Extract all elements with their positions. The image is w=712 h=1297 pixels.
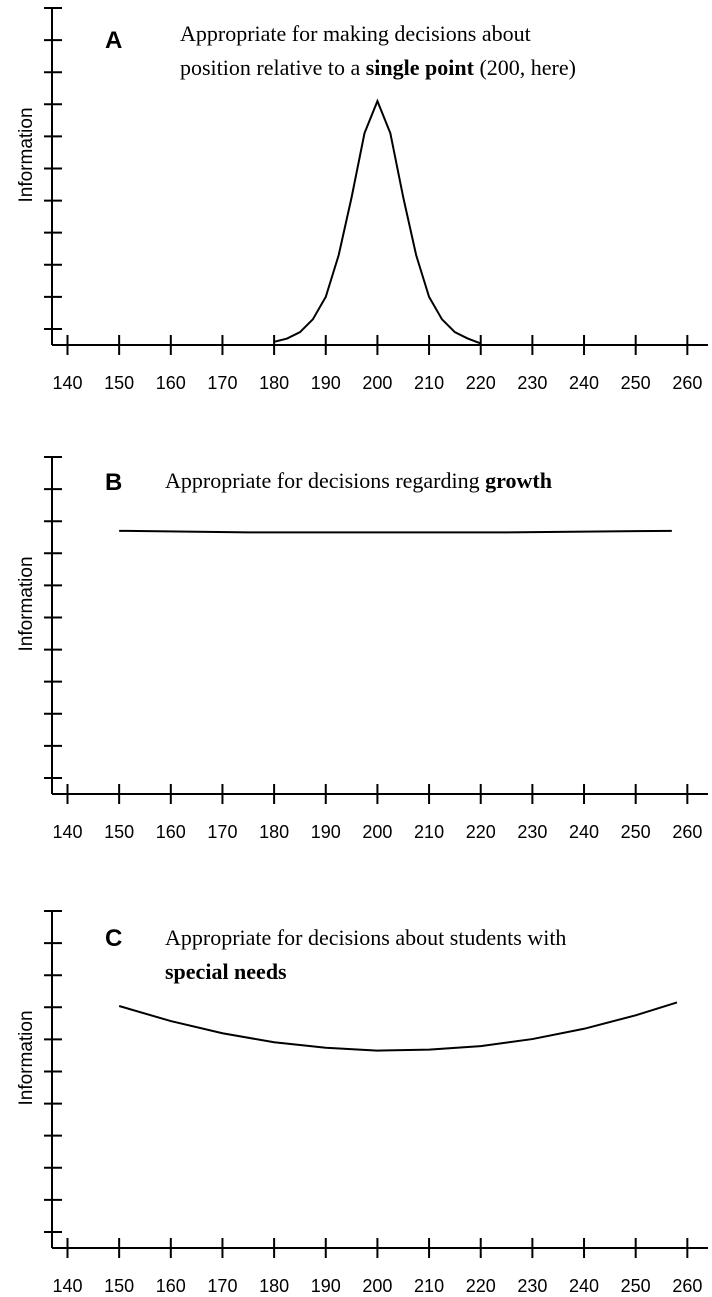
y-axis-label: Information — [16, 556, 37, 651]
x-tick-label: 200 — [362, 822, 392, 842]
x-tick-label: 180 — [259, 373, 289, 393]
panel-label: C — [105, 925, 122, 952]
x-tick-label: 170 — [207, 822, 237, 842]
x-tick-label: 150 — [104, 1276, 134, 1296]
x-tick-label: 210 — [414, 1276, 444, 1296]
x-tick-label: 220 — [466, 1276, 496, 1296]
x-tick-label: 230 — [517, 373, 547, 393]
x-tick-label: 260 — [672, 1276, 702, 1296]
panel-title: special needs — [165, 959, 287, 984]
title-segment: Appropriate for decisions about students… — [165, 925, 566, 950]
x-tick-label: 200 — [362, 373, 392, 393]
curve — [118, 1001, 678, 1052]
x-tick-label: 160 — [156, 822, 186, 842]
x-tick-label: 240 — [569, 373, 599, 393]
x-tick-label: 160 — [156, 373, 186, 393]
x-tick-label: 240 — [569, 1276, 599, 1296]
x-tick-label: 220 — [466, 373, 496, 393]
title-segment: (200, here) — [474, 55, 576, 80]
x-tick-label: 180 — [259, 822, 289, 842]
x-tick-label: 200 — [362, 1276, 392, 1296]
x-tick-label: 250 — [621, 373, 651, 393]
x-tick-label: 230 — [517, 822, 547, 842]
curve — [119, 529, 672, 534]
x-tick-label: 220 — [466, 822, 496, 842]
y-axis-label: Information — [16, 107, 37, 202]
panel-label: B — [105, 469, 122, 496]
x-tick-label: 230 — [517, 1276, 547, 1296]
panel-title: Appropriate for decisions about students… — [165, 925, 566, 950]
curve — [273, 98, 482, 345]
panel-title: position relative to a single point (200… — [180, 55, 576, 80]
x-tick-label: 210 — [414, 822, 444, 842]
x-tick-label: 240 — [569, 822, 599, 842]
x-tick-label: 170 — [207, 1276, 237, 1296]
title-segment: Appropriate for decisions regarding — [165, 468, 485, 493]
title-segment: single point — [366, 55, 475, 80]
x-tick-label: 140 — [52, 373, 82, 393]
title-segment: position relative to a — [180, 55, 366, 80]
x-tick-label: 170 — [207, 373, 237, 393]
x-tick-label: 250 — [621, 1276, 651, 1296]
x-tick-label: 260 — [672, 373, 702, 393]
x-tick-label: 180 — [259, 1276, 289, 1296]
x-tick-label: 210 — [414, 373, 444, 393]
y-axis-label: Information — [16, 1010, 37, 1105]
panel-label: A — [105, 27, 122, 54]
panel-title: Appropriate for decisions regarding grow… — [165, 468, 552, 493]
x-tick-label: 150 — [104, 822, 134, 842]
x-tick-label: 160 — [156, 1276, 186, 1296]
x-tick-label: 140 — [52, 1276, 82, 1296]
x-tick-label: 190 — [311, 1276, 341, 1296]
x-tick-label: 250 — [621, 822, 651, 842]
panel-title: Appropriate for making decisions about — [180, 21, 531, 46]
x-tick-label: 150 — [104, 373, 134, 393]
x-tick-label: 190 — [311, 822, 341, 842]
title-segment: special needs — [165, 959, 287, 984]
title-segment: growth — [485, 468, 552, 493]
x-tick-label: 190 — [311, 373, 341, 393]
x-tick-label: 140 — [52, 822, 82, 842]
title-segment: Appropriate for making decisions about — [180, 21, 531, 46]
x-tick-label: 260 — [672, 822, 702, 842]
